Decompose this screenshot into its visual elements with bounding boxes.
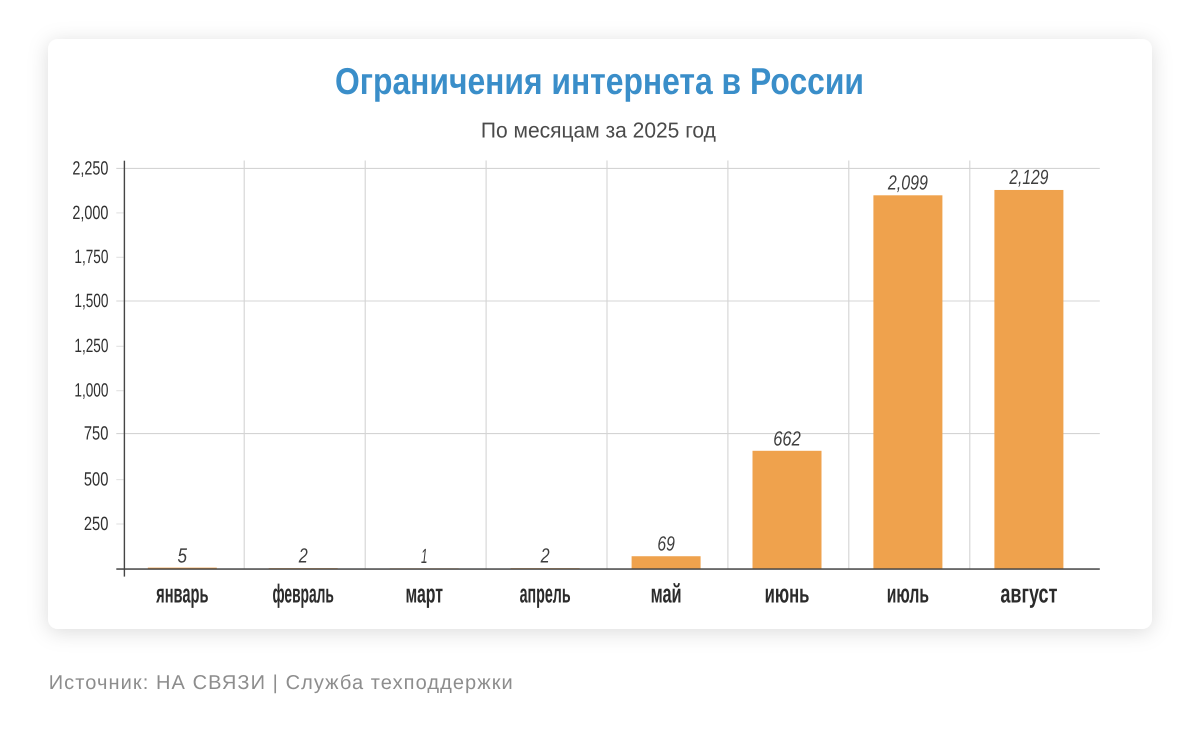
svg-text:1,500: 1,500 [74,291,108,312]
svg-text:2,129: 2,129 [1009,166,1049,189]
svg-text:март: март [405,578,443,608]
svg-text:69: 69 [657,533,675,556]
svg-text:1,000: 1,000 [74,381,108,402]
svg-text:2,000: 2,000 [72,203,108,224]
svg-text:июль: июль [887,578,929,608]
svg-text:5: 5 [178,544,188,567]
svg-text:2: 2 [540,545,550,568]
svg-text:2,250: 2,250 [72,158,108,179]
svg-text:апрель: апрель [520,578,571,608]
svg-text:январь: январь [156,578,209,608]
svg-text:По месяцам за 2025 год: По месяцам за 2025 год [481,118,716,143]
svg-text:1: 1 [421,545,428,568]
svg-text:1,250: 1,250 [74,336,108,357]
svg-text:250: 250 [84,514,109,535]
svg-text:Источник: НА СВЯЗИ | Служба те: Источник: НА СВЯЗИ | Служба техподдержки [49,672,513,694]
svg-text:750: 750 [84,424,109,445]
svg-text:июнь: июнь [765,578,810,608]
svg-text:август: август [1000,578,1057,608]
svg-text:2,099: 2,099 [887,171,928,194]
svg-text:2: 2 [298,545,308,568]
svg-text:500: 500 [84,470,109,491]
svg-text:1,750: 1,750 [74,247,108,268]
svg-text:февраль: февраль [273,578,334,608]
svg-text:Ограничения интернета в России: Ограничения интернета в России [335,60,864,102]
svg-text:662: 662 [773,427,801,450]
svg-text:май: май [651,578,682,608]
